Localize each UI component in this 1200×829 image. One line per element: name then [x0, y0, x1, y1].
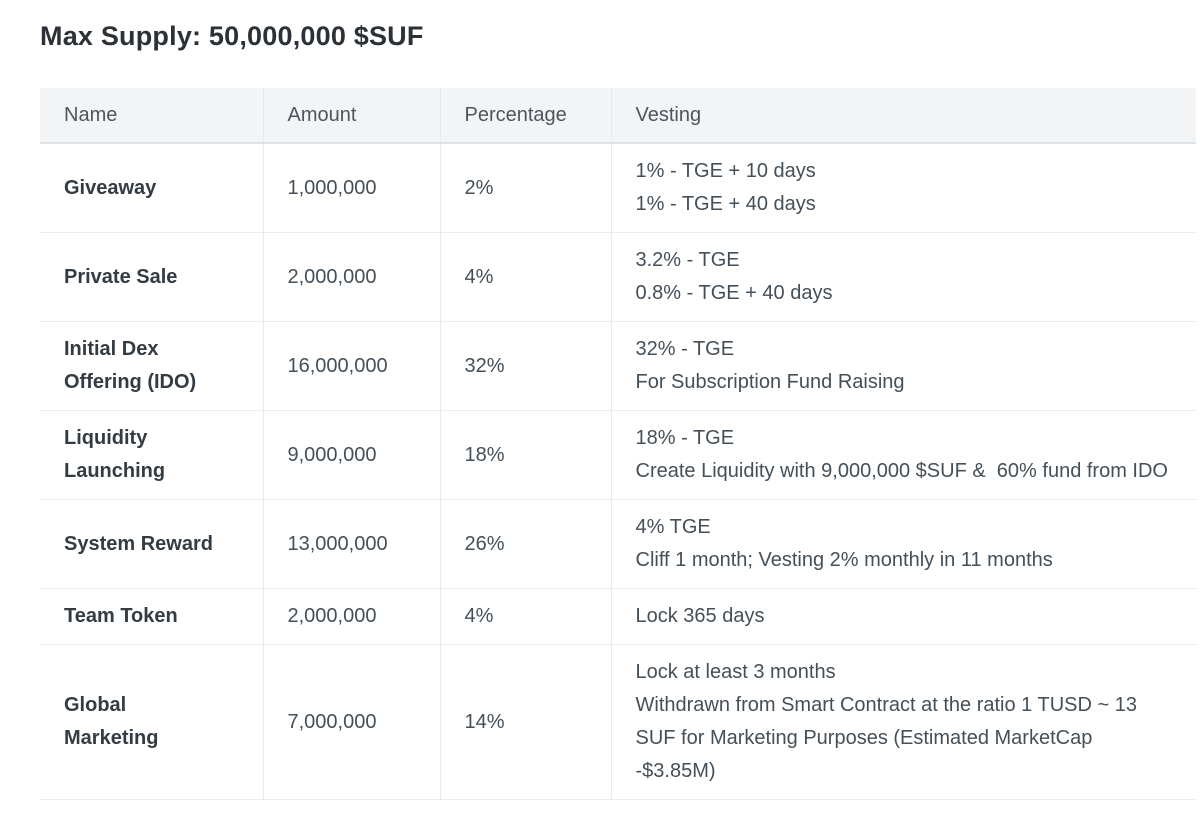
table-row: Global Marketing 7,000,000 14% Lock at leas… [40, 644, 1196, 800]
vesting-line: Create Liquidity with 9,000,000 $SUF & 6… [635, 460, 1169, 482]
name-cell: System Reward [40, 499, 264, 589]
table-row: Private Sale 2,000,000 4% 3.2% - TGE 0.8% - … [40, 232, 1196, 322]
vesting-line: 1% - TGE + 10 days [635, 160, 816, 182]
vesting-line: 32% - TGE [635, 338, 735, 360]
vesting-cell: 4% TGE Cliff 1 month; Vesting 2% monthly … [611, 499, 1196, 589]
table-header: Name Amount Percentage Vesting [40, 88, 1196, 144]
vesting-line: 3.2% - TGE [635, 249, 740, 271]
column-header-percentage: Percentage [440, 88, 612, 144]
page-title: Max Supply: 50,000,000 $SUF [40, 21, 424, 51]
column-header-vesting: Vesting [611, 88, 1196, 144]
percentage-cell: 2% [440, 143, 612, 233]
vesting-line: 1% - TGE + 40 days [635, 193, 816, 215]
column-header-amount: Amount [263, 88, 441, 144]
vesting-cell: 32% - TGE For Subscription Fund Raising [611, 321, 1196, 411]
percentage-cell: 18% [440, 410, 612, 500]
vesting-line: Withdrawn from Smart Contract at the rat… [635, 694, 1143, 782]
column-header-name: Name [40, 88, 264, 144]
amount-cell: 1,000,000 [263, 143, 441, 233]
percentage-cell: 14% [440, 644, 612, 800]
amount-cell: 9,000,000 [263, 410, 441, 500]
percentage-cell: 4% [440, 232, 612, 322]
vesting-line: Lock 365 days [635, 605, 765, 627]
table-row: Team Token 2,000,000 4% Lock 365 days [40, 588, 1196, 645]
vesting-line: Cliff 1 month; Vesting 2% monthly in 11 … [635, 549, 1053, 571]
table-row: Liquidity Launching 9,000,000 18% 18% - TGE… [40, 410, 1196, 500]
amount-cell: 7,000,000 [263, 644, 441, 800]
amount-cell: 2,000,000 [263, 232, 441, 322]
tokenomics-table: Name Amount Percentage Vesting Giveaway 1… [40, 88, 1196, 800]
vesting-line: 4% TGE [635, 516, 711, 538]
table-body: Giveaway 1,000,000 2% 1% - TGE + 10 days 1% … [40, 143, 1196, 800]
vesting-line: 18% - TGE [635, 427, 735, 449]
vesting-line: For Subscription Fund Raising [635, 371, 905, 393]
table-row: Giveaway 1,000,000 2% 1% - TGE + 10 days 1% … [40, 143, 1196, 233]
vesting-cell: Lock 365 days [611, 588, 1196, 645]
percentage-cell: 32% [440, 321, 612, 411]
vesting-cell: 1% - TGE + 10 days 1% - TGE + 40 days [611, 143, 1196, 233]
table-row: System Reward 13,000,000 26% 4% TGE Cliff 1 … [40, 499, 1196, 589]
vesting-cell: 18% - TGE Create Liquidity with 9,000,000… [611, 410, 1196, 500]
amount-cell: 13,000,000 [263, 499, 441, 589]
amount-cell: 16,000,000 [263, 321, 441, 411]
percentage-cell: 4% [440, 588, 612, 645]
name-cell: Global Marketing [40, 644, 264, 800]
table-row: Initial Dex Offering (IDO) 16,000,000 32% 3… [40, 321, 1196, 411]
name-cell: Giveaway [40, 143, 264, 233]
name-cell: Team Token [40, 588, 264, 645]
vesting-cell: 3.2% - TGE 0.8% - TGE + 40 days [611, 232, 1196, 322]
header-row: Name Amount Percentage Vesting [40, 88, 1196, 144]
percentage-cell: 26% [440, 499, 612, 589]
vesting-line: 0.8% - TGE + 40 days [635, 282, 833, 304]
vesting-cell: Lock at least 3 months Withdrawn from Sma… [611, 644, 1196, 800]
name-cell: Liquidity Launching [40, 410, 264, 500]
amount-cell: 2,000,000 [263, 588, 441, 645]
name-cell: Private Sale [40, 232, 264, 322]
vesting-line: Lock at least 3 months [635, 661, 836, 683]
name-cell: Initial Dex Offering (IDO) [40, 321, 264, 411]
